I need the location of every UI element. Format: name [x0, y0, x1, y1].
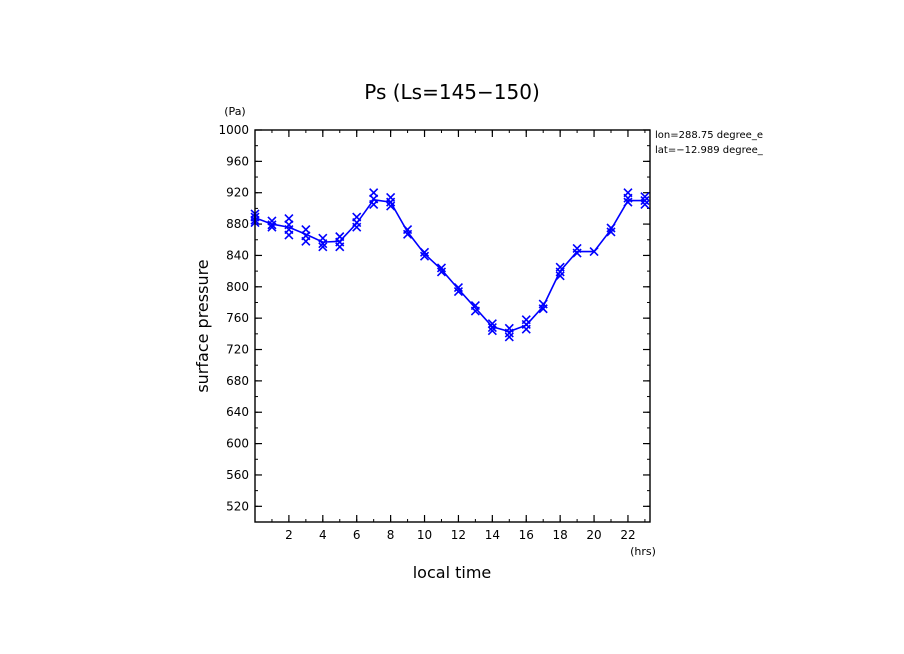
data-point-marker [555, 267, 565, 277]
x-tick-label: 12 [451, 528, 466, 542]
data-point-marker [436, 267, 447, 277]
y-axis-label: surface pressure [193, 259, 212, 392]
data-point-marker [606, 227, 616, 237]
y-tick-label: 600 [226, 437, 249, 451]
annotation-lat: lat=−12.989 degree_ [655, 145, 764, 156]
data-point-marker [419, 251, 430, 261]
data-point-marker [386, 201, 396, 211]
data-point-marker [487, 319, 497, 329]
data-point-marker [606, 223, 616, 233]
y-tick-label: 520 [226, 499, 249, 513]
y-tick-label: 640 [226, 405, 249, 419]
y-tick-label: 920 [226, 186, 249, 200]
data-point-marker [487, 326, 497, 336]
data-point-marker [453, 286, 463, 297]
data-point-marker [403, 229, 413, 239]
x-tick-label: 14 [485, 528, 500, 542]
data-point-marker [470, 306, 480, 316]
data-point-marker [335, 242, 345, 252]
chart-title: Ps (Ls=145−150) [364, 80, 540, 104]
x-tick-label: 8 [387, 528, 395, 542]
x-tick-label: 2 [285, 528, 293, 542]
x-tick-label: 18 [553, 528, 568, 542]
y-tick-label: 840 [226, 248, 249, 262]
data-point-marker [318, 242, 328, 252]
data-point-marker [453, 283, 463, 293]
data-point-marker [640, 192, 650, 202]
y-tick-label: 760 [226, 311, 249, 325]
data-point-marker [589, 246, 599, 257]
plot-frame [254, 129, 651, 523]
series-line [254, 198, 645, 333]
x-tick-label: 4 [319, 528, 327, 542]
axis-ticks: 2 4 6 8 10 12 14 16 18 20 22 520 560 600 640 680 720 760 8… [218, 123, 650, 542]
data-point-marker [352, 222, 362, 232]
y-tick-label: 680 [226, 374, 249, 388]
data-point-marker [301, 236, 311, 246]
data-point-marker [267, 222, 277, 232]
plot-area [250, 188, 650, 342]
data-point-marker [318, 239, 328, 249]
data-point-marker [640, 199, 650, 210]
data-point-marker [623, 193, 633, 203]
y-tick-label: 720 [226, 343, 249, 357]
x-tick-label: 6 [353, 528, 361, 542]
y-tick-label: 560 [226, 468, 249, 482]
data-point-marker [555, 271, 565, 281]
x-tick-label: 16 [519, 528, 534, 542]
data-point-marker [504, 328, 514, 338]
data-point-marker [369, 199, 379, 210]
annotation-lon: lon=288.75 degree_e [655, 130, 763, 141]
y-tick-label: 960 [226, 154, 249, 168]
y-tick-label: 880 [226, 217, 249, 231]
y-axis-unit: (Pa) [224, 105, 245, 118]
data-point-marker [538, 304, 548, 314]
data-point-marker [284, 230, 294, 240]
data-point-marker [487, 323, 497, 333]
data-point-marker [386, 197, 396, 207]
y-tick-label: 800 [226, 280, 249, 294]
data-point-marker [572, 248, 582, 258]
x-tick-label: 10 [417, 528, 432, 542]
data-point-marker [640, 195, 650, 206]
x-axis-unit: (hrs) [630, 545, 656, 558]
y-tick-label: 1000 [218, 123, 249, 137]
data-point-marker [521, 324, 531, 334]
data-point-marker [436, 263, 447, 273]
x-tick-label: 20 [586, 528, 601, 542]
data-point-marker [267, 220, 277, 230]
data-point-marker [419, 247, 430, 257]
x-axis-label: local time [413, 563, 492, 582]
x-tick-label: 22 [620, 528, 635, 542]
data-point-marker [504, 332, 514, 342]
data-point-marker [623, 197, 633, 207]
